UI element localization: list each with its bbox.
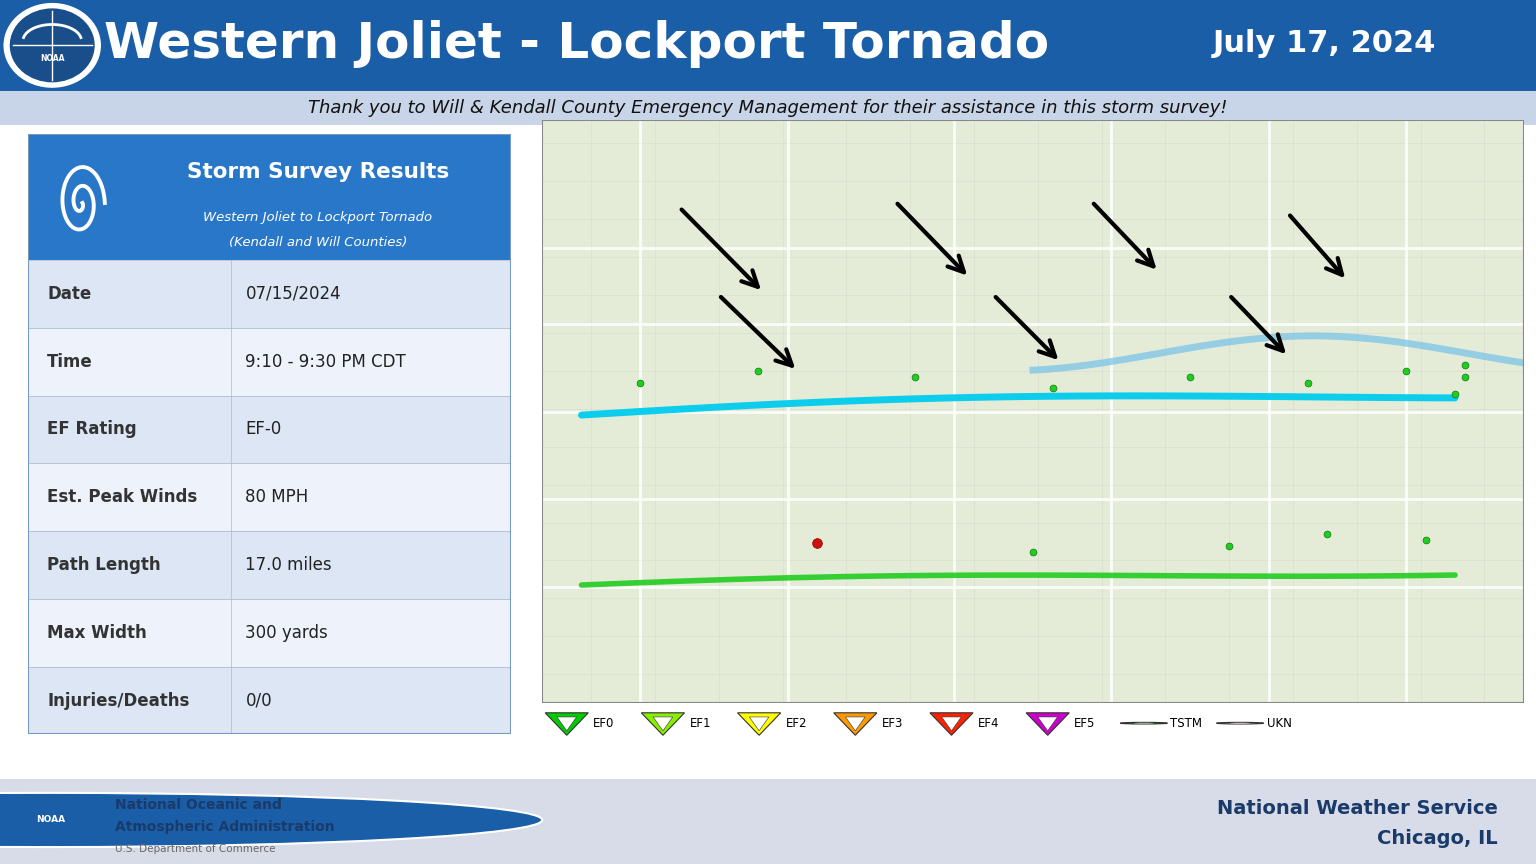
Text: Date: Date (48, 285, 91, 303)
Circle shape (1217, 722, 1264, 724)
Text: 07/15/2024: 07/15/2024 (246, 285, 341, 303)
Bar (28, 260, 511, 327)
Text: 80 MPH: 80 MPH (246, 488, 309, 506)
Text: Chicago, IL: Chicago, IL (1376, 829, 1498, 848)
Bar (28, 667, 511, 734)
Bar (28, 327, 511, 396)
Bar (28, 396, 511, 463)
Polygon shape (737, 713, 780, 735)
Text: EF Rating: EF Rating (48, 421, 137, 438)
Text: EF4: EF4 (978, 717, 1000, 730)
Text: July 17, 2024: July 17, 2024 (1213, 29, 1436, 58)
Text: EF-0: EF-0 (246, 421, 281, 438)
Text: Path Length: Path Length (48, 556, 161, 574)
Circle shape (0, 793, 542, 847)
Text: EF1: EF1 (690, 717, 711, 730)
Text: 300 yards: 300 yards (246, 624, 329, 642)
Polygon shape (1038, 717, 1057, 731)
Text: Western Joliet to Lockport Tornado: Western Joliet to Lockport Tornado (203, 211, 433, 224)
Text: National Weather Service: National Weather Service (1217, 799, 1498, 818)
Text: NOAA: NOAA (40, 54, 65, 63)
Text: TSTM: TSTM (1170, 717, 1203, 730)
Text: Time: Time (48, 353, 92, 371)
Bar (28, 599, 511, 667)
Text: National Oceanic and: National Oceanic and (115, 797, 283, 812)
Bar (28, 463, 511, 531)
Polygon shape (642, 713, 685, 735)
Bar (28, 531, 511, 599)
Text: UKN: UKN (1267, 717, 1292, 730)
Text: (Kendall and Will Counties): (Kendall and Will Counties) (229, 236, 407, 249)
Text: Thank you to Will & Kendall County Emergency Management for their assistance in : Thank you to Will & Kendall County Emerg… (309, 99, 1227, 117)
Text: Western Joliet - Lockport Tornado: Western Joliet - Lockport Tornado (104, 20, 1049, 67)
Polygon shape (929, 713, 974, 735)
Text: EF5: EF5 (1074, 717, 1095, 730)
Text: NOAA: NOAA (37, 816, 65, 824)
Polygon shape (834, 713, 877, 735)
Polygon shape (545, 713, 588, 735)
Polygon shape (845, 717, 865, 731)
Polygon shape (558, 717, 576, 731)
Bar (28, 134, 511, 260)
Text: U.S. Department of Commerce: U.S. Department of Commerce (115, 844, 275, 854)
Text: 17.0 miles: 17.0 miles (246, 556, 332, 574)
Text: EF3: EF3 (882, 717, 903, 730)
Polygon shape (653, 717, 673, 731)
Text: Atmospheric Administration: Atmospheric Administration (115, 820, 335, 834)
Polygon shape (1026, 713, 1069, 735)
Text: Max Width: Max Width (48, 624, 147, 642)
Text: Injuries/Deaths: Injuries/Deaths (48, 691, 189, 709)
Text: Est. Peak Winds: Est. Peak Winds (48, 488, 197, 506)
Circle shape (1120, 722, 1167, 724)
Text: EF0: EF0 (593, 717, 614, 730)
Text: 9:10 - 9:30 PM CDT: 9:10 - 9:30 PM CDT (246, 353, 406, 371)
Text: Storm Survey Results: Storm Survey Results (187, 162, 449, 181)
Circle shape (11, 10, 94, 82)
Polygon shape (750, 717, 770, 731)
Text: 0/0: 0/0 (246, 691, 272, 709)
Polygon shape (942, 717, 962, 731)
Circle shape (5, 3, 100, 87)
Text: EF2: EF2 (785, 717, 806, 730)
